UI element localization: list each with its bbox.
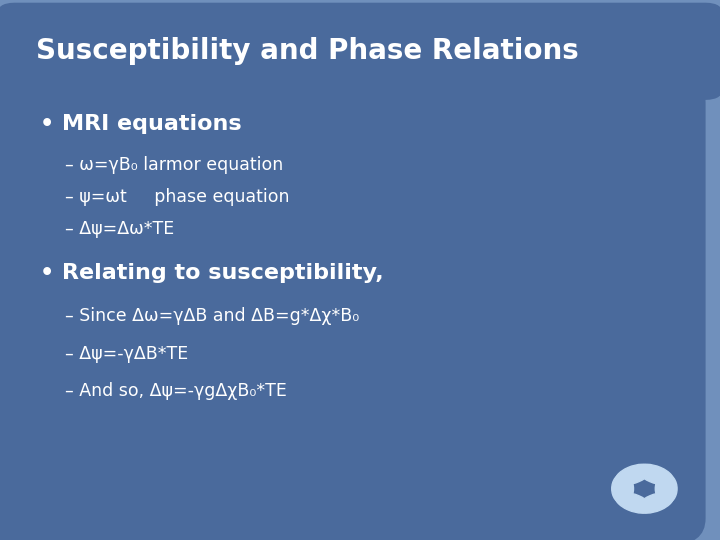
Ellipse shape [637, 492, 673, 513]
Text: • MRI equations: • MRI equations [40, 114, 241, 134]
Text: • Relating to susceptibility,: • Relating to susceptibility, [40, 262, 383, 283]
Text: – Δψ=-γΔB*TE: – Δψ=-γΔB*TE [65, 345, 188, 363]
FancyBboxPatch shape [0, 76, 706, 540]
Ellipse shape [616, 492, 652, 513]
Ellipse shape [655, 474, 677, 503]
Ellipse shape [616, 464, 652, 485]
Text: – ω=γB₀ larmor equation: – ω=γB₀ larmor equation [65, 156, 283, 174]
Text: Susceptibility and Phase Relations: Susceptibility and Phase Relations [36, 37, 579, 65]
Text: – ψ=ωt     phase equation: – ψ=ωt phase equation [65, 188, 289, 206]
Ellipse shape [612, 474, 634, 503]
Text: – And so, Δψ=-γgΔχB₀*TE: – And so, Δψ=-γgΔχB₀*TE [65, 382, 287, 401]
FancyBboxPatch shape [0, 3, 720, 100]
Ellipse shape [637, 464, 673, 485]
Text: – Δψ=Δω*TE: – Δψ=Δω*TE [65, 220, 174, 239]
Text: – Since Δω=γΔB and ΔB=g*Δχ*B₀: – Since Δω=γΔB and ΔB=g*Δχ*B₀ [65, 307, 359, 325]
